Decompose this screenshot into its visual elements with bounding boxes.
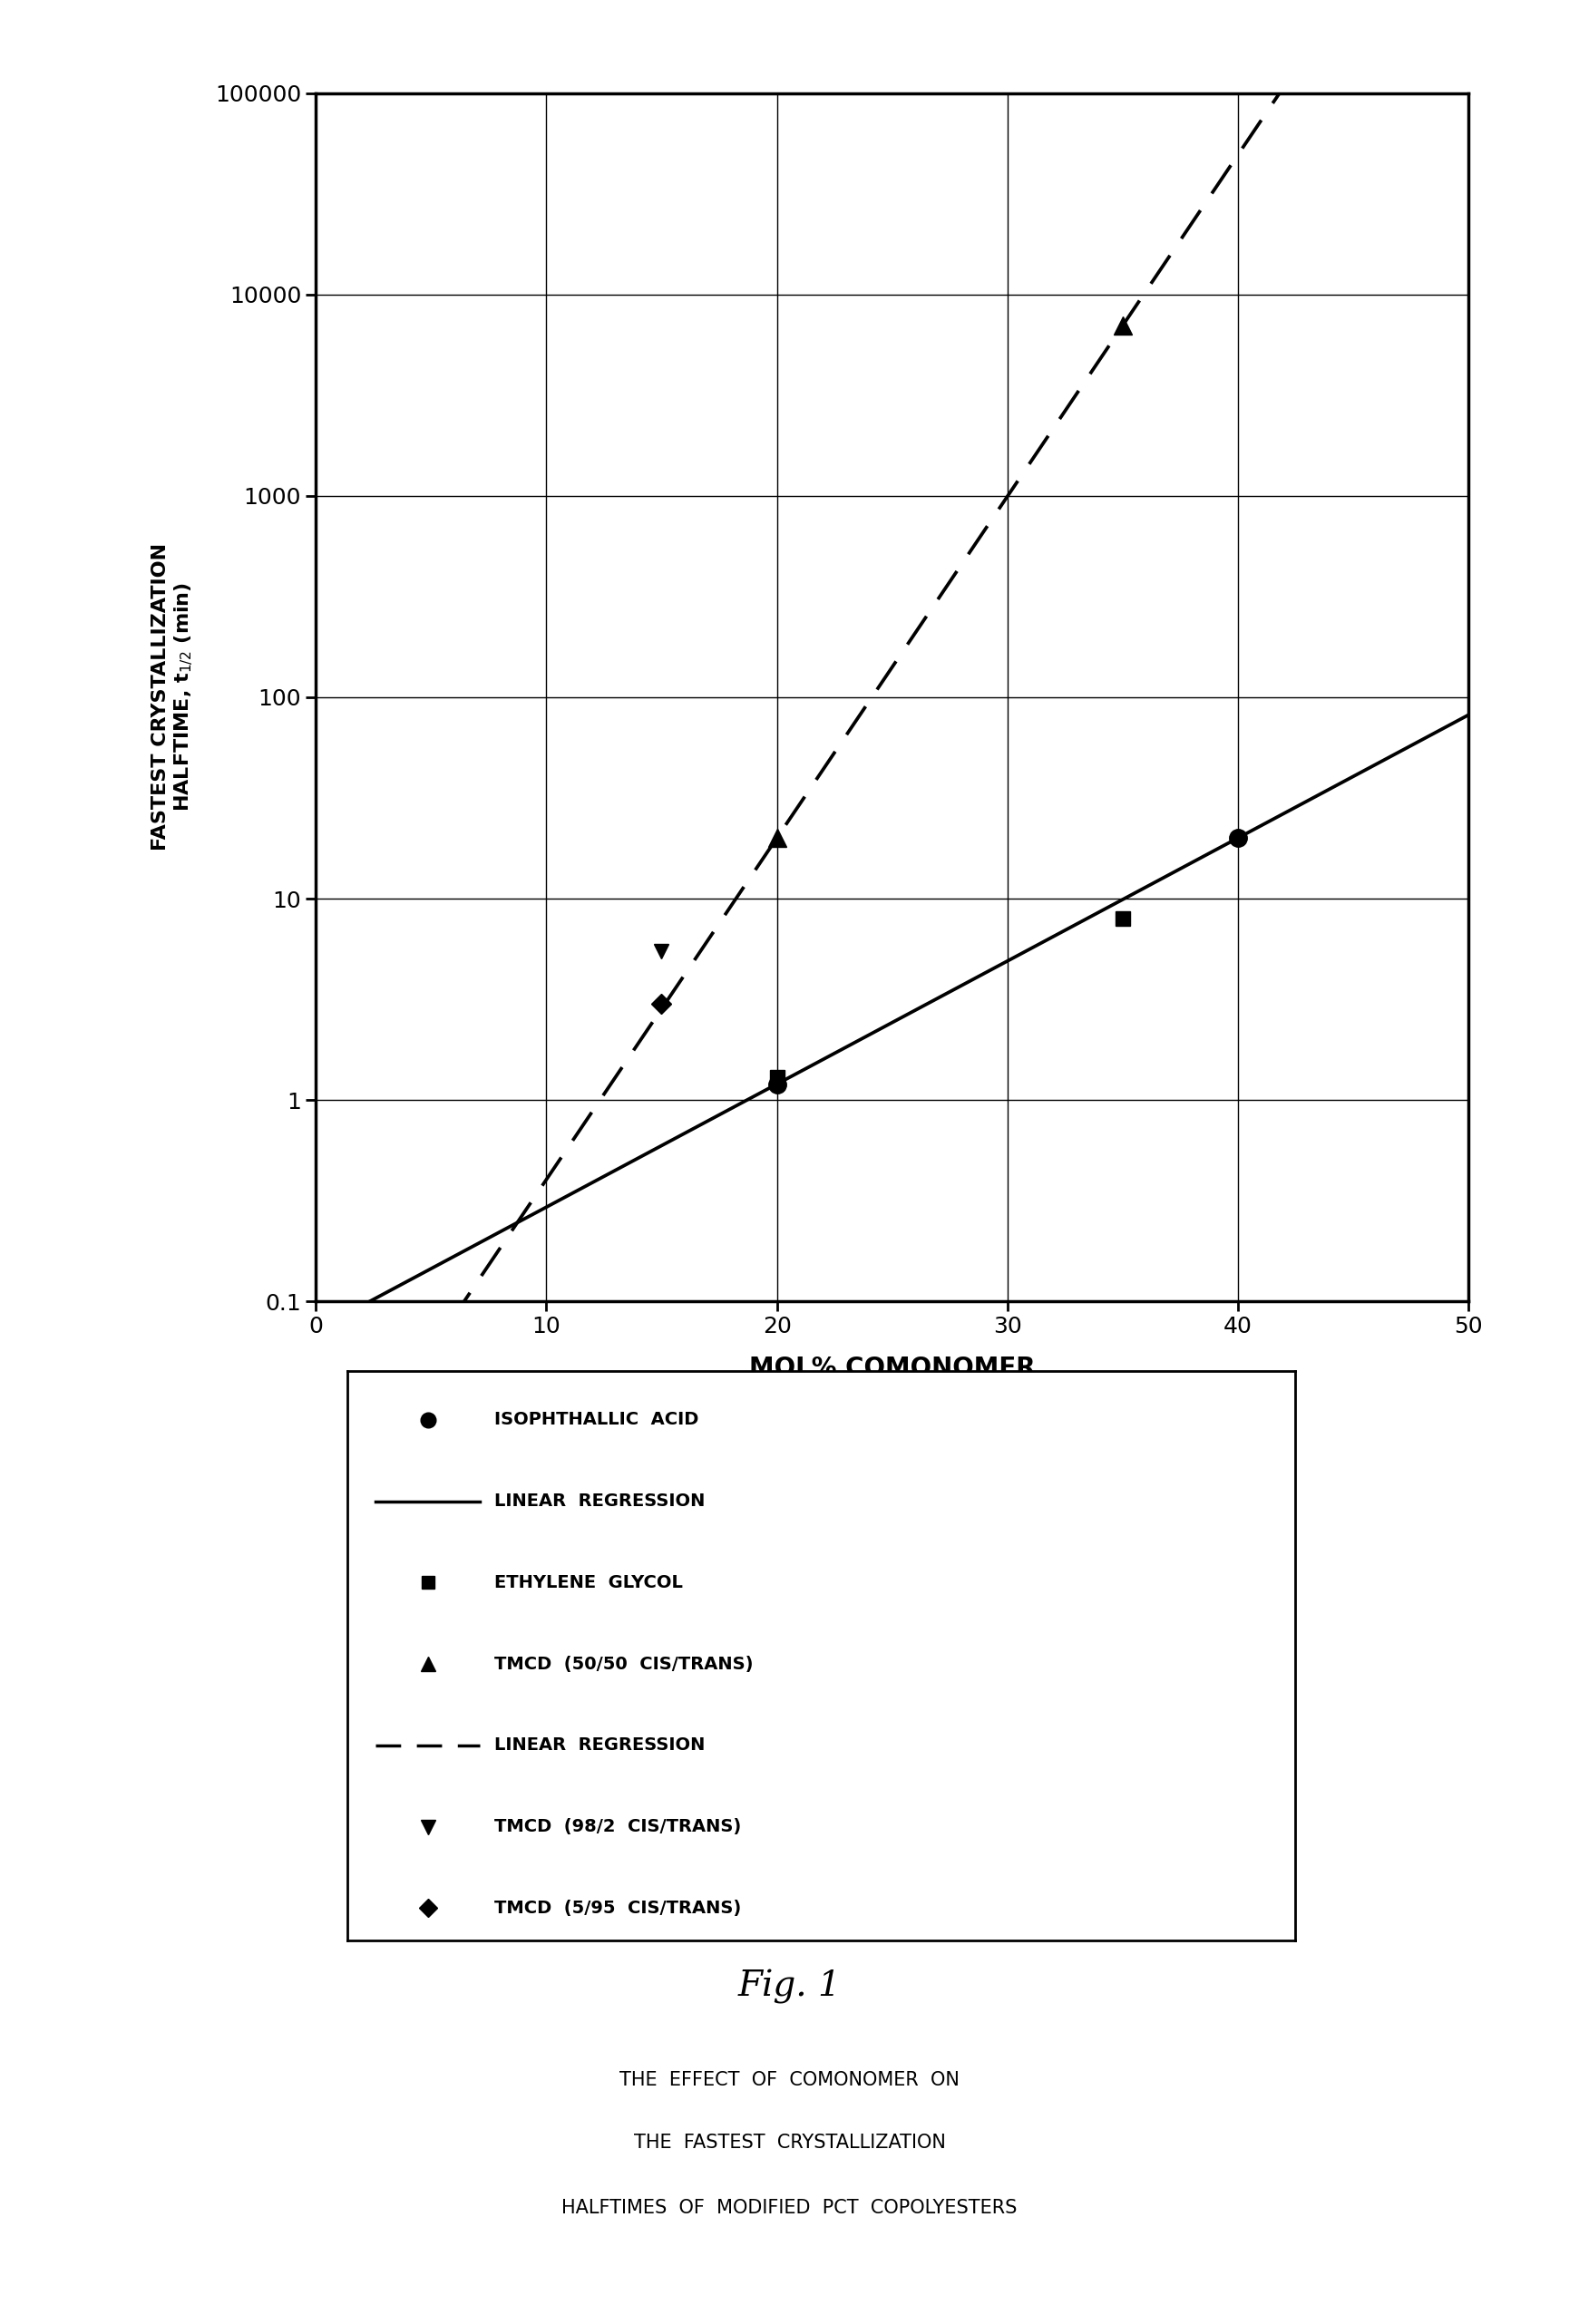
Text: TMCD  (50/50  CIS/TRANS): TMCD (50/50 CIS/TRANS) xyxy=(494,1655,753,1673)
Text: THE  FASTEST  CRYSTALLIZATION: THE FASTEST CRYSTALLIZATION xyxy=(633,2133,946,2152)
Text: THE  EFFECT  OF  COMONOMER  ON: THE EFFECT OF COMONOMER ON xyxy=(619,2071,960,2089)
Text: TMCD  (5/95  CIS/TRANS): TMCD (5/95 CIS/TRANS) xyxy=(494,1899,741,1917)
Text: Fig. 1: Fig. 1 xyxy=(737,1971,842,2003)
Text: ETHYLENE  GLYCOL: ETHYLENE GLYCOL xyxy=(494,1573,682,1592)
Text: LINEAR  REGRESSION: LINEAR REGRESSION xyxy=(494,1736,704,1755)
Y-axis label: FASTEST CRYSTALLIZATION
HALFTIME, t$_{1/2}$ (min): FASTEST CRYSTALLIZATION HALFTIME, t$_{1/… xyxy=(152,544,194,851)
X-axis label: MOL% COMONOMER: MOL% COMONOMER xyxy=(748,1355,1036,1380)
Text: LINEAR  REGRESSION: LINEAR REGRESSION xyxy=(494,1492,704,1511)
Text: ISOPHTHALLIC  ACID: ISOPHTHALLIC ACID xyxy=(494,1411,698,1429)
Text: HALFTIMES  OF  MODIFIED  PCT  COPOLYESTERS: HALFTIMES OF MODIFIED PCT COPOLYESTERS xyxy=(562,2199,1017,2217)
Text: TMCD  (98/2  CIS/TRANS): TMCD (98/2 CIS/TRANS) xyxy=(494,1817,741,1836)
